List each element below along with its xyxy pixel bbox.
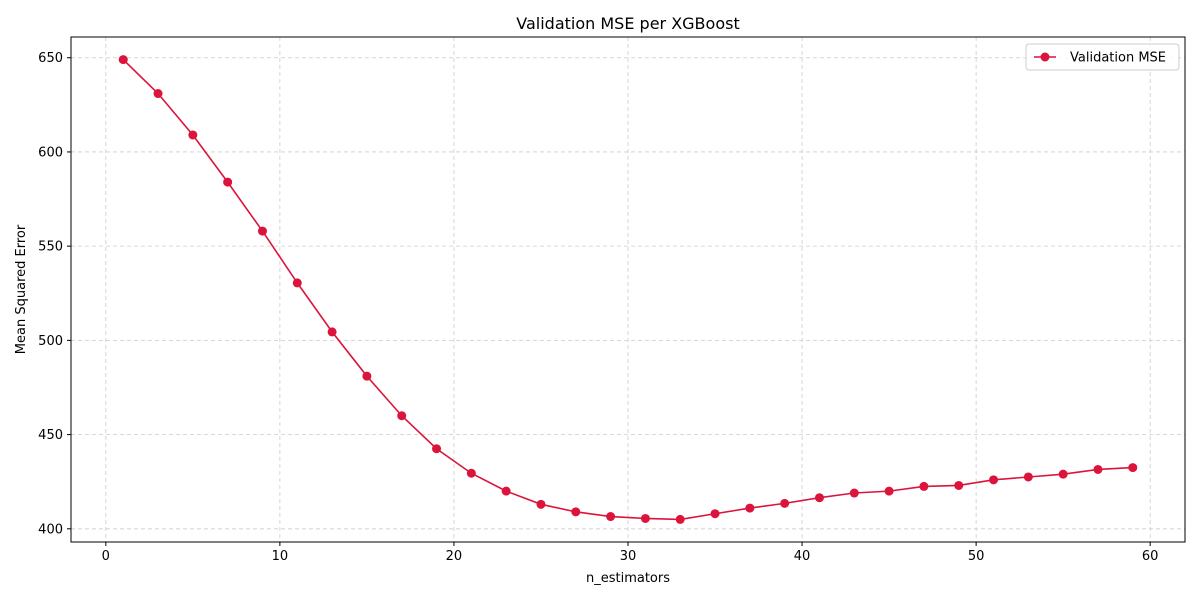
legend: Validation MSE [1025,43,1180,71]
data-point [606,512,616,522]
data-point [780,498,790,508]
data-point [814,493,824,503]
data-point [153,89,163,99]
data-point [745,503,755,513]
data-point [257,226,267,236]
data-point [466,468,476,478]
x-tick-label: 0 [102,549,110,564]
y-axis-label: Mean Squared Error [14,224,29,354]
data-point [1128,463,1138,473]
axis-ticks: 0 10 20 30 40 50 60 400 450 500 550 600 650 [38,51,1158,564]
x-tick-label: 10 [272,549,289,564]
y-tick-label: 500 [38,334,63,349]
x-tick-label: 20 [446,549,463,564]
x-tick-label: 30 [620,549,637,564]
data-point [223,177,233,187]
x-axis-label: n_estimators [586,571,670,586]
data-point [710,509,720,519]
data-point [432,444,442,454]
data-point [919,481,929,491]
x-tick-label: 50 [968,549,985,564]
y-tick-label: 550 [38,240,63,255]
data-point [1023,472,1033,482]
x-tick-label: 60 [1142,549,1159,564]
legend-box [1025,43,1180,71]
data-point [954,480,964,490]
data-point [188,130,198,140]
data-point [362,371,372,381]
y-tick-label: 650 [38,51,63,66]
data-point [849,488,859,498]
legend-marker-swatch [1040,52,1050,62]
data-point [536,499,546,509]
data-point [1058,469,1068,479]
y-tick-label: 400 [38,522,63,537]
data-point [571,507,581,517]
chart-title: Validation MSE per XGBoost [516,14,739,33]
data-point [327,327,337,337]
x-tick-label: 40 [794,549,811,564]
data-point [501,486,511,496]
data-point [118,55,128,65]
series-line [122,59,1133,521]
data-point [675,514,685,524]
data-point [1093,464,1103,474]
data-point [989,475,999,485]
grid [71,37,1185,542]
data-point [397,411,407,421]
y-tick-label: 450 [38,428,63,443]
legend-entry-label: Validation MSE [1070,51,1166,66]
data-point [640,513,650,523]
data-point [884,486,894,496]
series-layer [118,55,1138,524]
y-tick-label: 600 [38,145,63,160]
data-point [292,278,302,288]
